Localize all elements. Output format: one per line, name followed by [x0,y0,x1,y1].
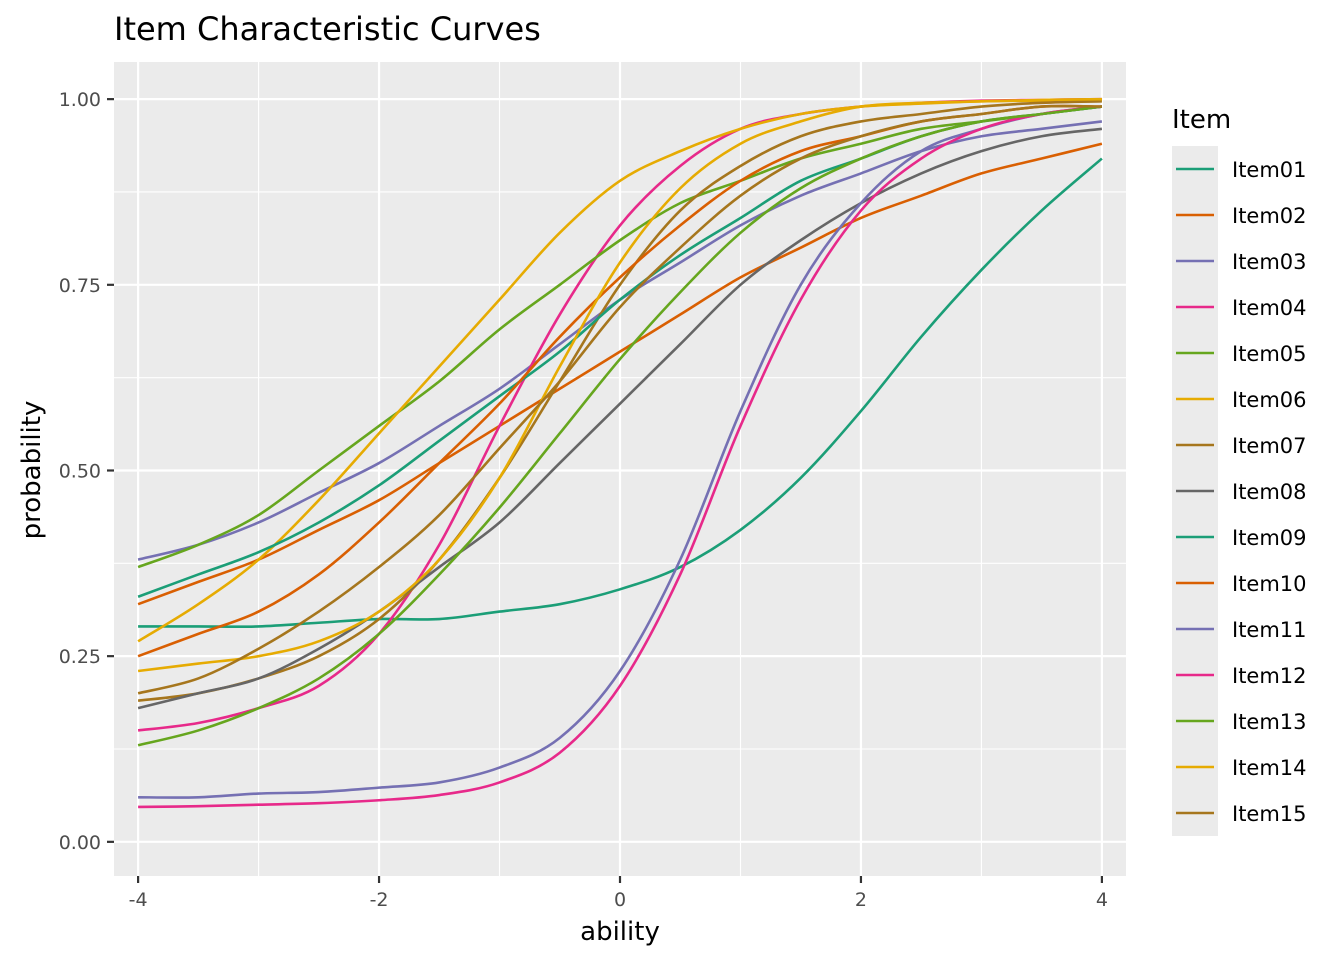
legend-label-item06: Item06 [1232,388,1307,412]
legend-label-item04: Item04 [1232,296,1307,320]
legend-label-item11: Item11 [1232,618,1307,642]
y-tick-label: 1.00 [59,89,101,111]
series-lines [137,97,1103,809]
legend-label-item13: Item13 [1232,710,1307,734]
chart-title: Item Characteristic Curves [114,10,541,48]
series-line-item07 [137,100,1102,703]
series-line-item02 [137,142,1103,606]
legend: Item Item01Item02Item03Item04Item05Item0… [1172,105,1307,836]
y-axis-title: probability [17,401,47,540]
legend-label-item08: Item08 [1232,480,1307,504]
series-line-item08 [137,127,1103,710]
legend-label-item15: Item15 [1232,802,1307,826]
series-line-item05 [137,105,1103,569]
major-gridlines [114,62,1126,876]
legend-label-item12: Item12 [1232,664,1307,688]
y-axis: 0.00 0.25 0.50 0.75 1.00 [59,89,114,854]
legend-items: Item01 Item02 Item03 Item04 Item05 Item06 Item… [1172,146,1307,836]
x-axis: -4 -2 0 2 4 [129,876,1108,911]
legend-label-item02: Item02 [1232,204,1307,228]
series-line-item15 [137,104,1102,695]
series-line-item01 [138,157,1103,629]
x-tick-label: -4 [129,889,148,911]
legend-label-item09: Item09 [1232,526,1307,550]
x-tick-label: 0 [614,889,626,911]
legend-title: Item [1172,105,1231,135]
x-tick-label: 4 [1096,889,1108,911]
y-tick-label: 0.00 [59,832,101,854]
series-line-item14 [137,97,1102,673]
x-tick-label: 2 [855,889,867,911]
x-tick-label: -2 [370,889,389,911]
legend-label-item10: Item10 [1232,572,1307,596]
y-tick-label: 0.75 [59,275,101,297]
legend-label-item14: Item14 [1232,756,1307,780]
legend-label-item07: Item07 [1232,434,1307,458]
legend-label-item01: Item01 [1232,158,1307,182]
series-line-item11 [138,105,1103,799]
y-tick-label: 0.25 [59,646,101,668]
series-line-item13 [137,105,1103,747]
series-line-item12 [138,105,1103,809]
legend-label-item05: Item05 [1232,342,1307,366]
legend-label-item03: Item03 [1232,250,1307,274]
y-tick-label: 0.50 [59,460,101,482]
x-axis-title: ability [580,917,660,947]
